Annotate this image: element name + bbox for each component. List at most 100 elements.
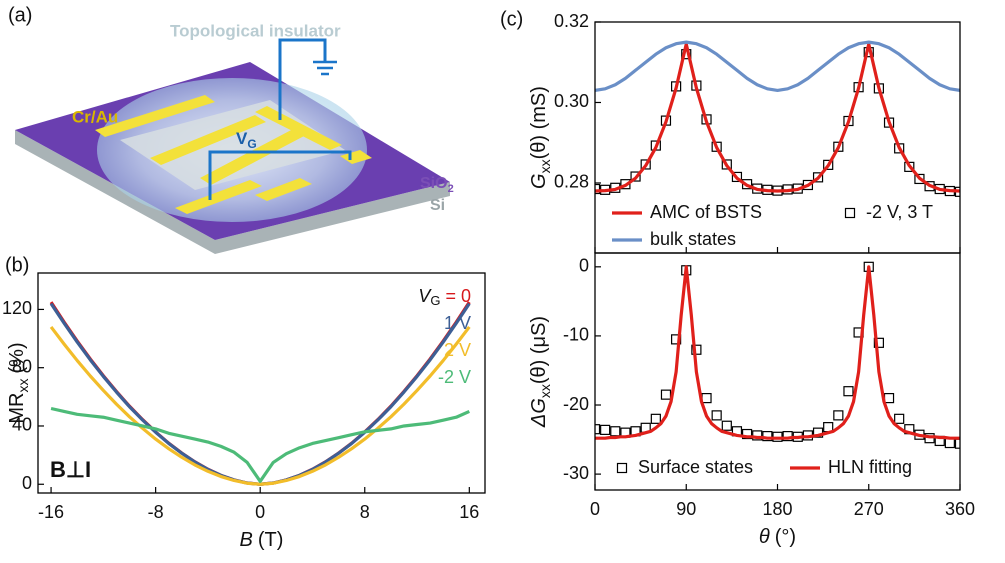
ti-label: Topological insulator [170, 21, 341, 40]
oxide-label: SiO2 [420, 175, 454, 195]
x-axis-label: θ (°) [759, 526, 796, 548]
data-point [802, 179, 814, 191]
data-point [660, 389, 672, 400]
electrode [175, 180, 262, 214]
y-tick-label: 0.32 [554, 11, 589, 31]
series-line [595, 42, 960, 193]
data-point [721, 159, 732, 170]
data-point [620, 179, 631, 190]
legend-swatch [844, 207, 856, 219]
legend-label: 2 V [444, 340, 471, 360]
legend-var-sub: G [430, 293, 440, 308]
substrate-label: Si [430, 197, 445, 214]
x-tick-label: 90 [676, 499, 696, 519]
electrode [150, 115, 266, 165]
x-tick-label: 0 [255, 502, 265, 522]
series-line [49, 302, 471, 486]
legend-entry: -2 V [438, 367, 471, 387]
y-tick-label: 40 [12, 415, 32, 435]
y-axis-label-main: G [528, 173, 550, 189]
data-point [711, 141, 722, 152]
y-tick-label: 120 [2, 298, 32, 318]
oxide-label-main: SiO [420, 175, 448, 192]
data-point [843, 386, 854, 397]
y-axis-label: ΔGxx(θ) (μS) [528, 316, 552, 428]
data-point [944, 437, 955, 449]
x-tick-label: 270 [854, 499, 884, 519]
gate-label-sub: G [247, 137, 256, 151]
electrode-label: Cr/Au [72, 107, 118, 126]
x-tick-label: 0 [590, 499, 600, 519]
panel-label: (c) [500, 8, 523, 30]
series-line [595, 40, 960, 93]
data-point [741, 179, 753, 190]
data-point [610, 426, 621, 437]
data-point [731, 171, 743, 183]
x-tick-label: -8 [148, 502, 164, 522]
plot-frame [37, 272, 486, 494]
y-axis-label-main: MR [6, 393, 28, 424]
x-tick-label: 8 [360, 502, 370, 522]
x-tick-label: 180 [762, 499, 792, 519]
y-tick-label: 0.28 [554, 172, 589, 192]
y-tick-label: -30 [563, 463, 589, 483]
legend-label: = 0 [445, 286, 471, 306]
series-line [49, 301, 471, 486]
y-axis-label-unit: (θ) (mS) [528, 86, 550, 159]
data-point [954, 438, 960, 449]
y-axis-label-sub: xx [15, 379, 31, 393]
y-tick-label: -20 [563, 394, 589, 414]
electrode [255, 106, 342, 150]
plot-area [595, 261, 960, 449]
y-tick-label: 80 [12, 356, 32, 376]
x-tick-label: 16 [459, 502, 479, 522]
legend-entry: VG = 0 [418, 286, 471, 309]
gate-wire [208, 38, 352, 200]
y-axis-label-unit: (%) [6, 342, 28, 373]
panel-label: (a) [8, 4, 32, 26]
electrode [95, 95, 215, 137]
data-point [812, 172, 824, 183]
data-point [873, 337, 884, 348]
plot-frame [594, 252, 961, 491]
plot-area [595, 40, 960, 197]
x-axis-label-unit: (°) [775, 526, 796, 548]
data-point [823, 159, 834, 170]
y-tick-label: 0.30 [554, 91, 589, 111]
legend-var: V [418, 286, 432, 306]
panel-label: (b) [5, 254, 29, 276]
data-point [894, 413, 905, 424]
data-point [711, 410, 722, 421]
x-axis-label-symbol: B [240, 529, 253, 551]
device-diagram: (a) Topological insulator Cr/Au VG SiO2 … [8, 4, 454, 254]
electrode [340, 150, 372, 164]
legend-label: AMC of BSTS [650, 202, 762, 222]
ground-symbol [313, 60, 337, 76]
data-point [904, 161, 915, 172]
data-point [650, 413, 661, 424]
data-point [833, 410, 844, 421]
legend-label: -2 V, 3 T [866, 202, 933, 222]
y-axis-label-unit: (θ) (μS) [528, 316, 550, 384]
electrode [255, 178, 312, 201]
oxide-label-sub: 2 [448, 183, 454, 195]
x-tick-label: 360 [945, 499, 975, 519]
data-point [883, 393, 895, 404]
y-axis-label: Gxx(θ) (mS) [528, 86, 552, 189]
legend-entry: 2 V [444, 340, 471, 360]
y-tick-label: 0 [22, 473, 32, 493]
data-point [701, 393, 712, 404]
data-point [595, 424, 601, 435]
data-point [721, 420, 732, 431]
y-axis-label-main: ΔG [528, 398, 550, 428]
legend-label: HLN fitting [828, 457, 912, 477]
legend-label: 1 V [444, 313, 471, 333]
gate-label: VG [236, 129, 257, 151]
y-axis-label-sub: xx [537, 384, 553, 398]
data-point [640, 159, 651, 170]
legend-entry: 1 V [444, 313, 471, 333]
x-axis-label-unit: (T) [258, 529, 284, 551]
x-axis-label: B (T) [240, 529, 284, 551]
